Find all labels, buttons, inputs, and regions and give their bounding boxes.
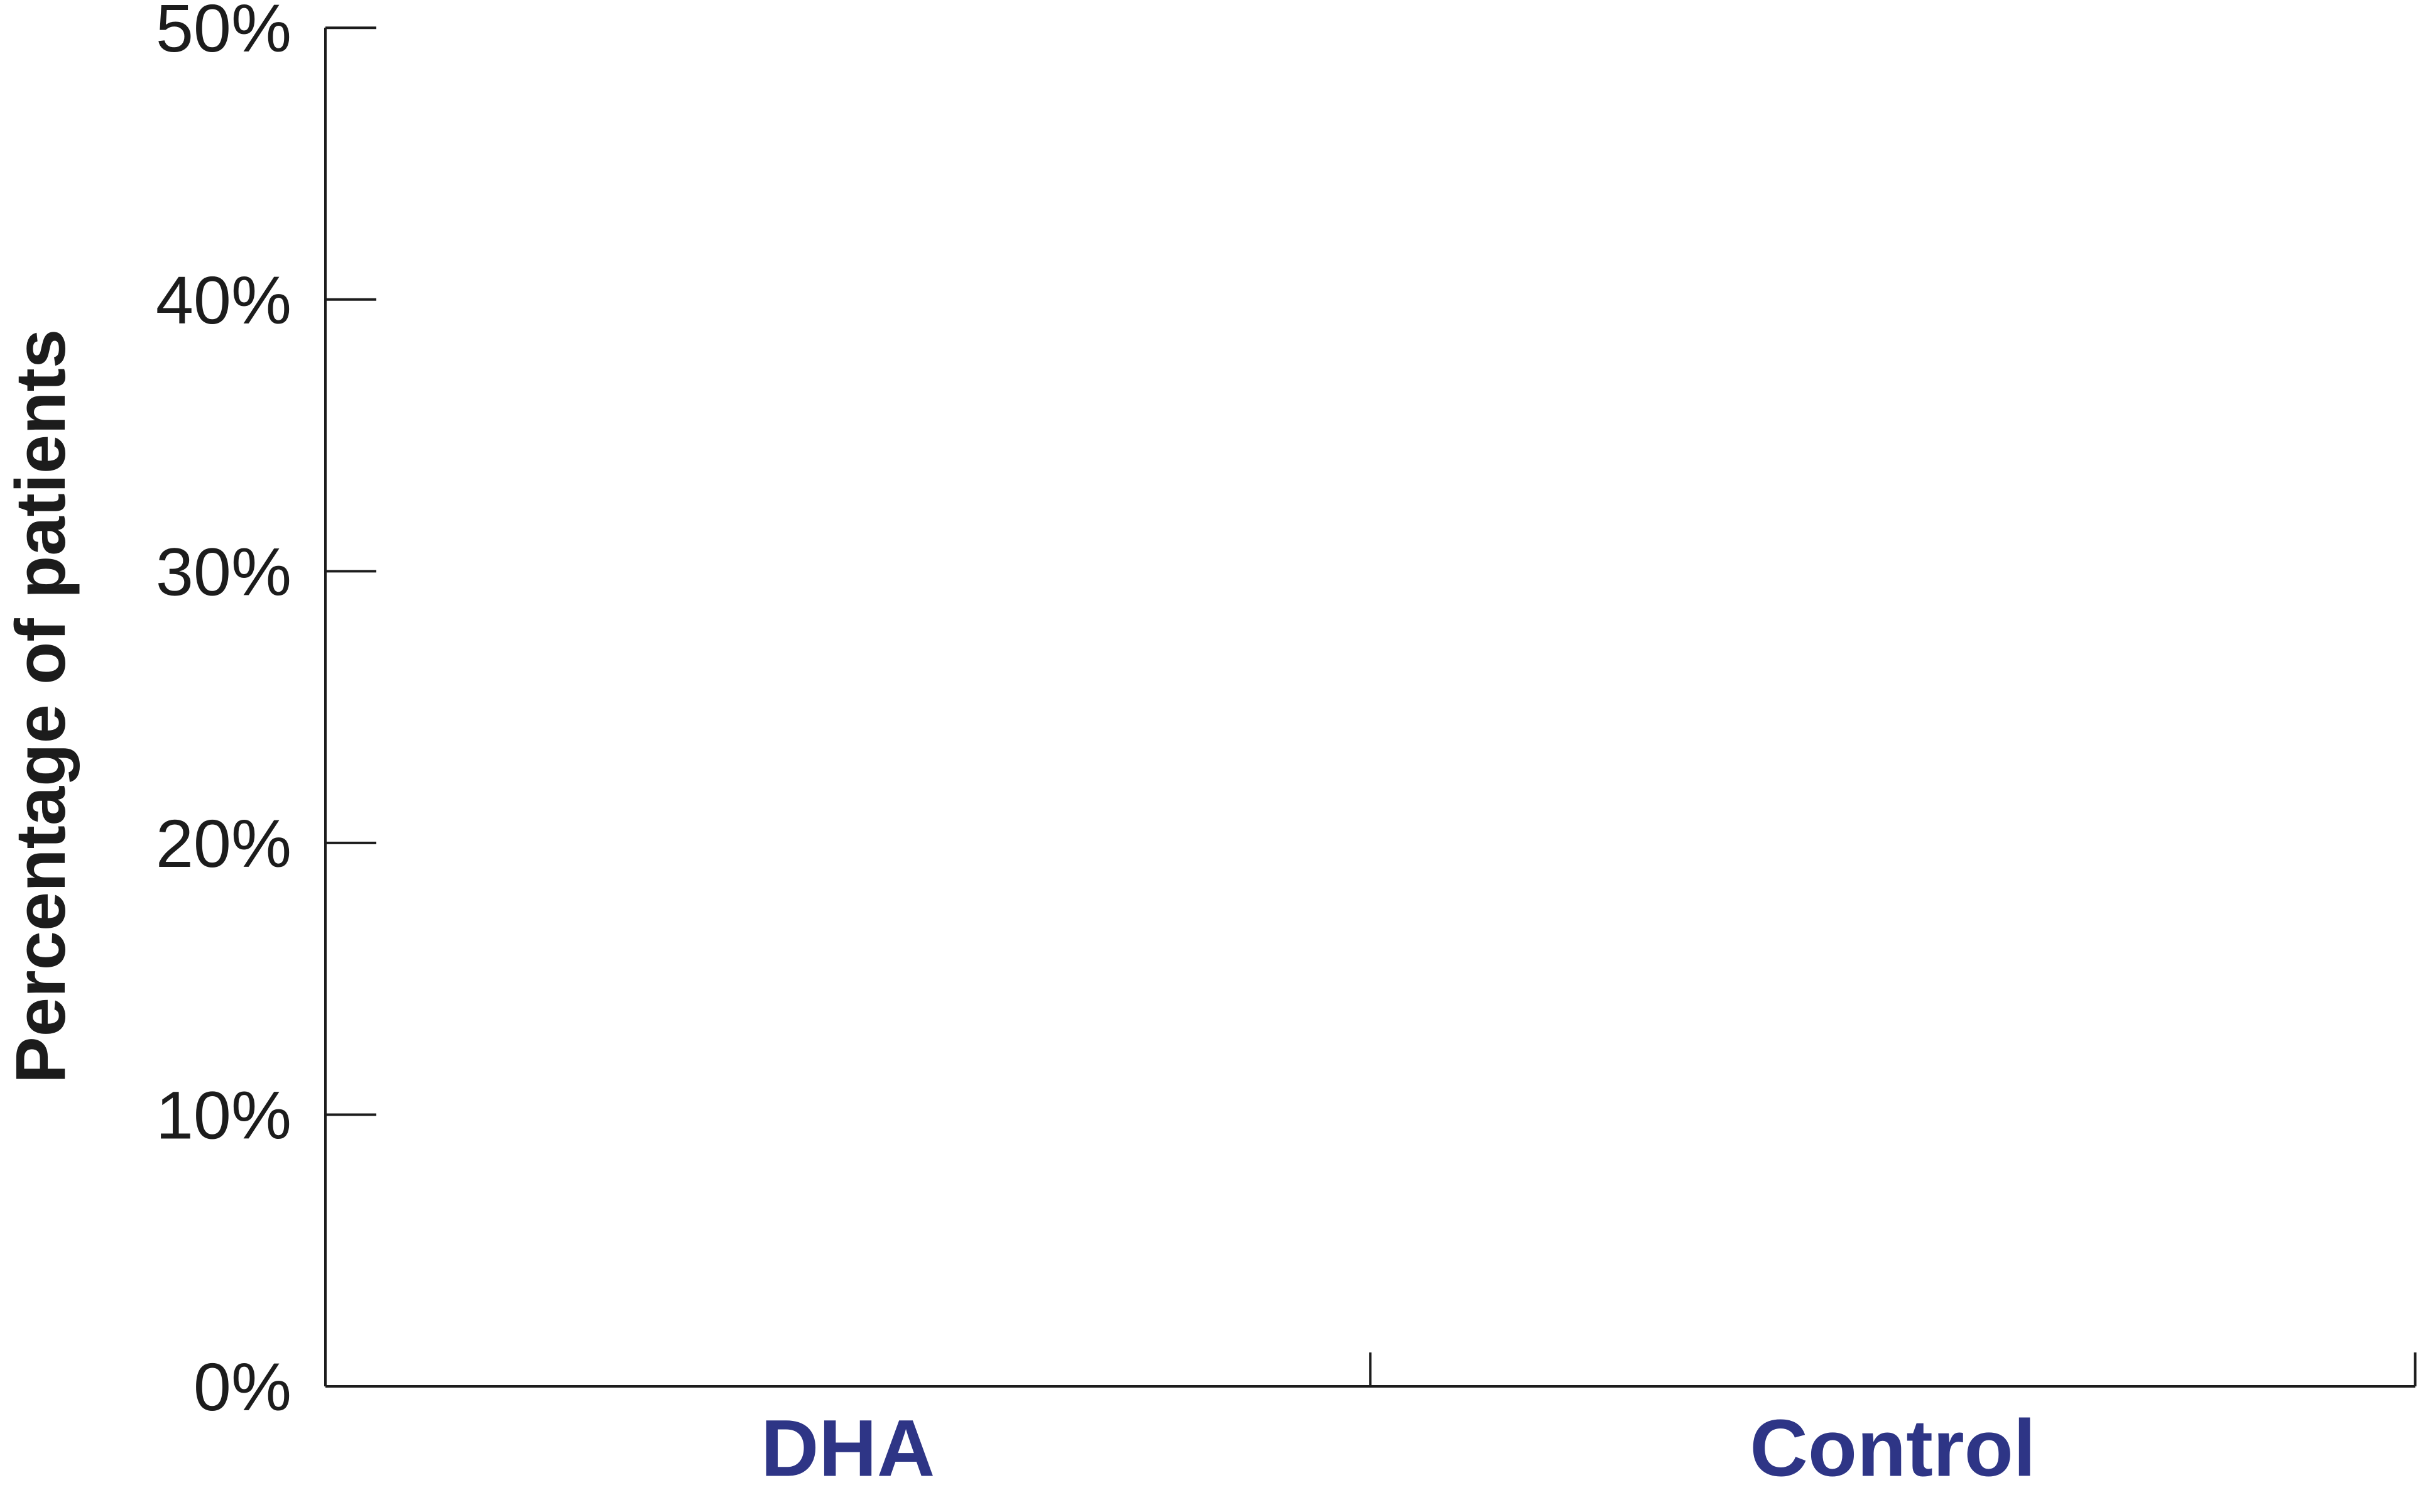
- axes: [324, 28, 2415, 1388]
- y-tick-label: 30%: [156, 533, 291, 609]
- y-tick-label: 40%: [156, 262, 291, 338]
- y-tick-label: 20%: [156, 805, 291, 881]
- x-category-label: Control: [1750, 1403, 2035, 1493]
- y-tick-label: 10%: [156, 1077, 291, 1153]
- y-tick-label: 0%: [193, 1349, 291, 1425]
- x-category-label: DHA: [761, 1403, 935, 1493]
- y-axis-title: Percentage of patients: [1, 329, 80, 1084]
- y-tick-label: 50%: [156, 0, 291, 66]
- x-axis-ticks: DHA Control: [761, 1352, 2417, 1493]
- y-axis-ticks: 0% 10% 20% 30% 40% 50%: [156, 0, 377, 1425]
